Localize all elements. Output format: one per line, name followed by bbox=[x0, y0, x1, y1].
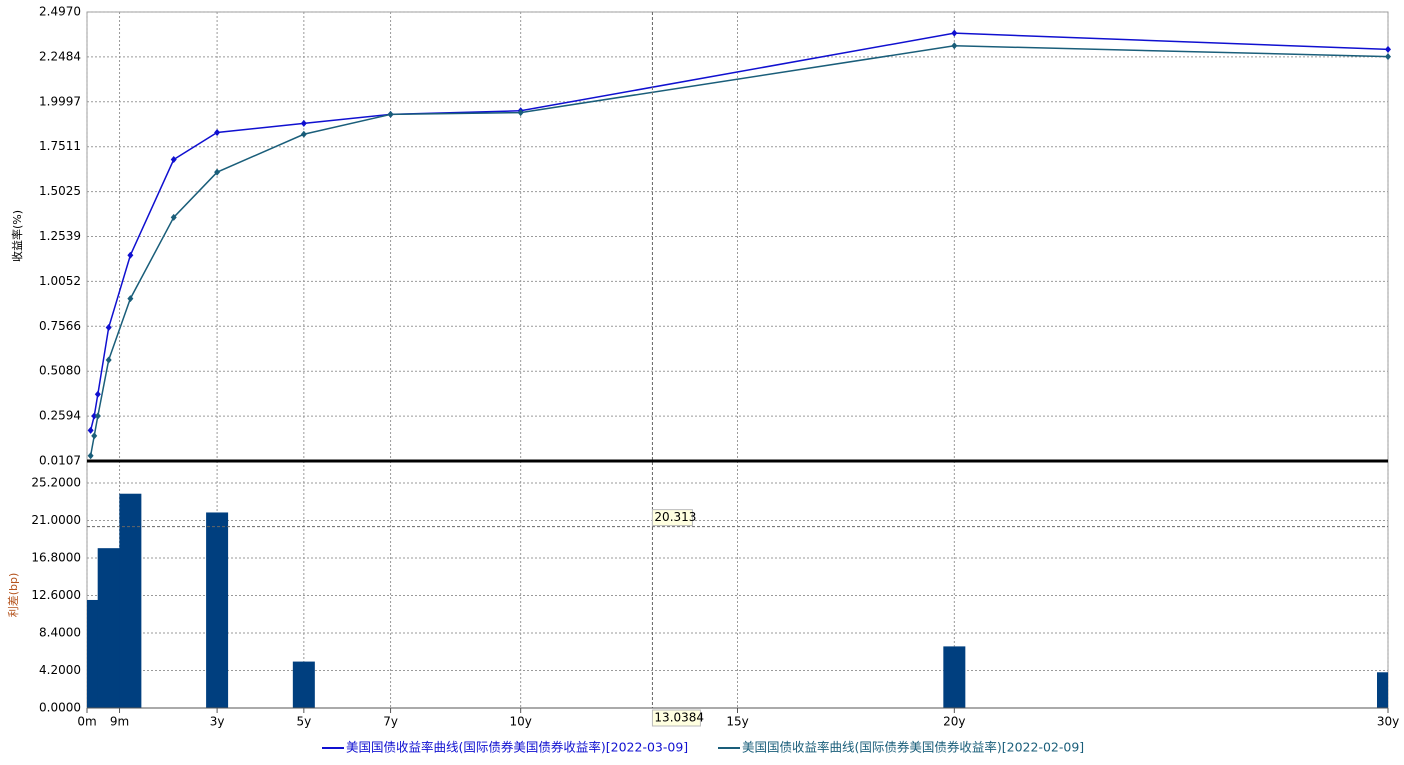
point-marker bbox=[127, 295, 134, 303]
point-marker bbox=[387, 110, 394, 118]
point-marker bbox=[94, 390, 101, 398]
series-line bbox=[89, 45, 1389, 456]
y-tick-label: 1.7511 bbox=[39, 139, 81, 153]
point-marker bbox=[105, 323, 112, 331]
x-tick-label: 20y bbox=[943, 715, 965, 729]
y-tick-label: 16.8000 bbox=[31, 551, 81, 565]
x-tick-label: 9m bbox=[110, 715, 129, 729]
crosshair-x-label: 13.0384 bbox=[654, 711, 704, 725]
point-marker bbox=[1385, 45, 1391, 53]
y-axis-title: 利差(bp) bbox=[6, 573, 20, 618]
point-marker bbox=[170, 156, 177, 164]
x-tick-label: 30y bbox=[1377, 715, 1399, 729]
point-marker bbox=[91, 432, 98, 440]
y-tick-label: 25.2000 bbox=[31, 476, 81, 490]
crosshair-y-box bbox=[651, 509, 693, 527]
y-tick-label: 0.0000 bbox=[39, 701, 81, 715]
bar bbox=[292, 661, 315, 708]
point-marker bbox=[91, 412, 98, 420]
x-tick-label: 5y bbox=[296, 715, 311, 729]
y-axis-title: 收益率(%) bbox=[10, 210, 24, 262]
point-marker bbox=[87, 452, 94, 460]
y-tick-label: 0.2594 bbox=[39, 409, 81, 423]
legend-label: 美国国债收益率曲线(国际债券美国债券收益率)[2022-02-09] bbox=[742, 740, 1084, 755]
point-marker bbox=[170, 213, 177, 221]
y-tick-label: 2.2484 bbox=[39, 49, 81, 63]
point-marker bbox=[300, 130, 307, 138]
y-tick-label: 0.5080 bbox=[39, 364, 81, 378]
y-tick-label: 4.2000 bbox=[39, 663, 81, 677]
x-tick-label: 10y bbox=[509, 715, 531, 729]
x-tick-label: 15y bbox=[726, 715, 748, 729]
y-tick-label: 21.0000 bbox=[31, 513, 81, 527]
point-marker bbox=[214, 168, 221, 176]
y-tick-label: 0.0107 bbox=[39, 454, 81, 468]
crosshair-y-label: 20.313 bbox=[654, 510, 696, 524]
crosshair-x-box bbox=[651, 709, 701, 727]
point-marker bbox=[127, 251, 134, 259]
point-marker bbox=[300, 119, 307, 127]
x-tick-label: 7y bbox=[383, 715, 398, 729]
bar bbox=[1377, 672, 1388, 708]
series-line bbox=[89, 32, 1389, 431]
bar bbox=[119, 493, 142, 708]
point-marker bbox=[94, 412, 101, 420]
bar bbox=[97, 548, 120, 708]
y-tick-label: 1.9997 bbox=[39, 94, 81, 108]
legend-label: 美国国债收益率曲线(国际债券美国债券收益率)[2022-03-09] bbox=[346, 740, 688, 755]
y-tick-label: 1.2539 bbox=[39, 229, 81, 243]
x-tick-label: 3y bbox=[210, 715, 225, 729]
y-tick-label: 12.6000 bbox=[31, 588, 81, 602]
point-marker bbox=[105, 356, 112, 364]
y-tick-label: 1.5025 bbox=[39, 184, 81, 198]
y-tick-label: 1.0052 bbox=[39, 274, 81, 288]
y-tick-label: 0.7566 bbox=[39, 319, 81, 333]
bar bbox=[206, 512, 229, 708]
point-marker bbox=[951, 29, 958, 37]
point-marker bbox=[87, 426, 94, 434]
point-marker bbox=[214, 128, 221, 136]
point-marker bbox=[1385, 53, 1391, 61]
point-marker bbox=[517, 109, 524, 117]
x-tick-label: 0m bbox=[77, 715, 96, 729]
point-marker bbox=[951, 42, 958, 50]
bar bbox=[943, 646, 966, 708]
y-tick-label: 8.4000 bbox=[39, 626, 81, 640]
y-tick-label: 2.4970 bbox=[39, 5, 81, 19]
